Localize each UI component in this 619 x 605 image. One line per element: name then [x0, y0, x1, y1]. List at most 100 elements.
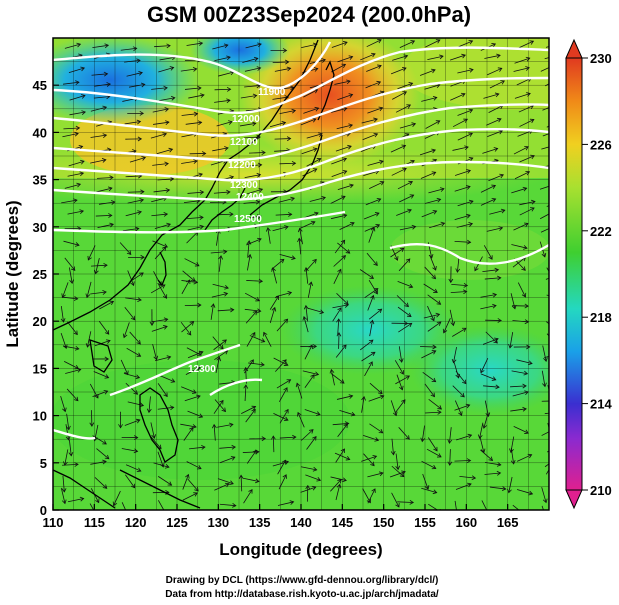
y-tick-label: 30 — [33, 220, 47, 235]
x-tick-label: 135 — [249, 515, 271, 530]
streamline-arrow — [300, 485, 317, 493]
streamline-arrow — [153, 187, 171, 193]
streamline-arrow — [390, 247, 405, 258]
streamline-arrow — [63, 240, 80, 247]
streamline-arrow — [450, 92, 466, 101]
streamline-arrow — [309, 195, 326, 202]
streamline-arrow — [127, 270, 135, 287]
streamline-arrow — [455, 370, 467, 385]
streamline-arrow — [278, 474, 287, 490]
streamline-arrow — [395, 453, 401, 471]
streamline-arrow — [335, 344, 347, 358]
streamline-arrow — [457, 108, 474, 116]
streamline-arrow — [189, 151, 207, 156]
colorbar-min-arrow — [565, 489, 583, 510]
streamline-arrow — [487, 67, 503, 76]
streamline-arrow — [157, 476, 173, 486]
streamline-arrow — [337, 55, 354, 63]
streamline-arrow — [122, 226, 140, 232]
streamline-arrow — [423, 312, 441, 319]
y-tick-label: 40 — [33, 125, 47, 140]
streamline-arrow — [454, 213, 471, 221]
streamline-arrow — [302, 315, 309, 333]
streamline-arrow — [304, 344, 313, 360]
streamline-arrow — [125, 474, 136, 489]
streamline-arrow — [448, 266, 454, 284]
streamline-arrow — [68, 66, 86, 73]
streamline-arrow — [279, 254, 296, 261]
streamline-arrow — [274, 136, 292, 142]
streamline-arrow — [216, 120, 233, 127]
streamline-arrow — [246, 187, 264, 195]
streamline-arrow — [92, 389, 109, 397]
streamline-arrow — [68, 439, 74, 457]
streamline-arrow — [519, 154, 535, 163]
streamline-arrow — [149, 309, 155, 327]
streamline-arrow — [513, 66, 530, 72]
streamline-arrow — [269, 120, 287, 128]
streamline-arrow — [507, 476, 513, 494]
streamline-arrow — [297, 237, 302, 255]
streamline-arrow — [331, 63, 347, 73]
streamline-arrow — [303, 304, 309, 322]
streamline-arrow — [421, 460, 437, 470]
streamline-arrow — [247, 253, 252, 271]
streamline-arrow — [514, 56, 531, 64]
streamline-arrow — [272, 225, 289, 232]
streamline-arrow — [337, 93, 354, 101]
streamline-arrow — [67, 171, 85, 177]
streamline-arrow — [542, 133, 549, 137]
streamline-arrow — [305, 474, 322, 482]
streamline-arrow — [516, 453, 533, 462]
streamline-arrow — [219, 502, 237, 508]
streamline-arrow — [244, 292, 260, 302]
streamline-arrow — [391, 492, 400, 508]
streamline-arrow — [157, 383, 168, 398]
streamline-arrow — [302, 370, 320, 377]
streamline-arrow — [124, 58, 141, 64]
streamline-arrow — [241, 405, 257, 415]
streamline-arrow — [455, 256, 461, 273]
streamline-arrow — [516, 359, 533, 366]
streamline-arrow — [339, 410, 356, 417]
streamline-arrow — [127, 198, 145, 204]
streamline-arrow — [158, 500, 165, 510]
streamline-arrow — [367, 488, 376, 504]
streamline-arrow — [423, 283, 438, 293]
streamline-arrow — [212, 146, 229, 152]
streamline-arrow — [188, 93, 205, 99]
streamline-arrow — [269, 295, 280, 310]
contour-label: 12200 — [228, 160, 256, 171]
x-tick-label: 165 — [497, 515, 519, 530]
streamline-arrow — [182, 270, 196, 282]
streamline-arrow — [277, 500, 295, 506]
y-tick-label: 10 — [33, 409, 47, 424]
streamline-arrow — [442, 318, 451, 334]
streamline-arrow — [97, 222, 114, 228]
streamline-arrow — [481, 500, 488, 510]
streamline-arrow — [91, 262, 108, 268]
streamline-arrow — [279, 160, 297, 166]
streamline-arrow — [335, 483, 342, 501]
streamline-arrow — [87, 245, 96, 261]
streamline-arrow — [479, 436, 486, 454]
streamline-arrow — [480, 292, 498, 298]
streamline-arrow — [335, 448, 345, 463]
streamline-arrow — [94, 82, 112, 87]
streamline-arrow — [480, 449, 494, 461]
streamline-arrow — [244, 172, 262, 179]
streamline-arrow — [542, 107, 549, 111]
streamline-arrow — [421, 350, 437, 359]
streamline-arrow — [330, 478, 342, 492]
streamline-arrow — [219, 444, 236, 450]
streamline-arrow — [295, 382, 303, 399]
streamline-arrow — [334, 452, 351, 461]
streamline-arrow — [270, 48, 288, 53]
streamline-arrow — [488, 173, 504, 182]
contour-label: 12400 — [236, 192, 264, 203]
streamline-arrow — [457, 67, 474, 74]
streamline-arrow — [62, 131, 79, 138]
streamline-arrow — [186, 41, 204, 46]
streamline-arrow — [477, 422, 484, 440]
x-tick-label: 145 — [331, 515, 353, 530]
